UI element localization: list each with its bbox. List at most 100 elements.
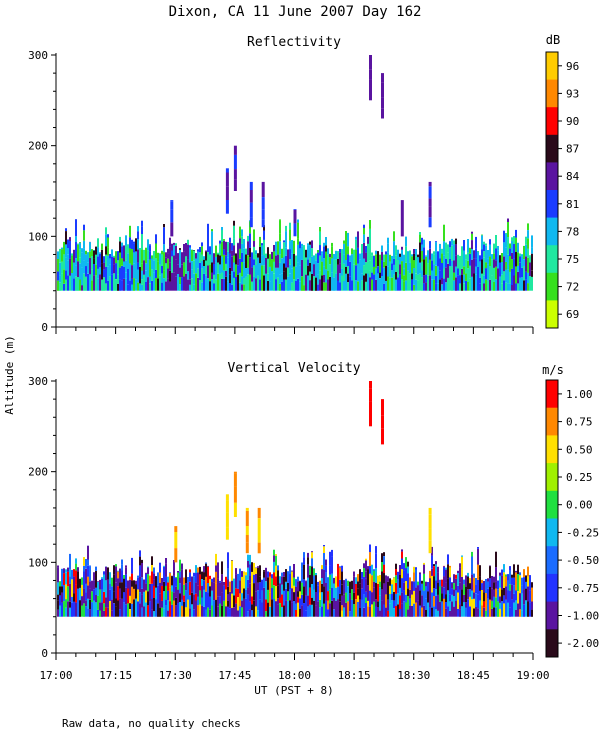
x-tick-label: 18:15 [338,669,371,682]
clutter-cell [275,241,277,256]
clutter-cell [181,605,183,617]
clutter-cell [109,572,111,584]
clutter-cell [471,276,473,291]
clutter-cell [337,264,339,281]
clutter-cell [231,593,233,608]
clutter-cell [155,234,157,244]
clutter-cell [449,284,451,291]
clutter-cell [183,601,185,617]
clutter-cell [183,251,185,263]
clutter-cell [85,600,87,607]
clutter-cell [329,565,331,575]
clutter-cell [261,245,263,256]
clutter-cell [125,604,127,617]
clutter-cell [355,239,357,250]
clutter-cell [455,590,457,601]
clutter-cell [169,246,171,263]
clutter-cell [179,583,181,594]
clutter-cell [309,604,311,617]
clutter-cell [83,588,85,604]
clutter-cell [273,599,275,617]
clutter-cell [403,563,405,571]
clutter-cell [491,588,493,601]
clutter-cell [377,607,379,617]
clutter-cell [207,252,209,266]
clutter-cell [527,586,529,602]
clutter-cell [61,592,63,603]
clutter-cell [453,260,455,273]
clutter-cell [171,585,173,592]
clutter-cell [431,260,433,271]
clutter-cell [379,575,381,582]
clutter-cell [187,271,189,280]
clutter-cell [205,562,207,564]
clutter-cell [473,577,475,593]
x-tick-label: 17:30 [159,669,192,682]
colorbar-frame [545,51,559,329]
clutter-cell [531,582,533,588]
clutter-cell [463,274,465,284]
clutter-cell [121,598,123,617]
clutter-cell [195,600,197,617]
clutter-cell [153,272,155,291]
clutter-cell [297,278,299,291]
clutter-cell [215,245,217,257]
clutter-cell [139,550,141,557]
clutter-cell [157,261,159,279]
clutter-cell [179,593,181,602]
clutter-cell [267,258,269,274]
clutter-cell [167,248,169,254]
clutter-cell [503,603,505,617]
clutter-cell [161,578,163,586]
clutter-cell [141,284,143,291]
clutter-cell [205,251,207,261]
clutter-cell [443,565,445,567]
clutter-cell [85,254,87,267]
clutter-cell [403,601,405,617]
clutter-cell [151,255,153,259]
x-tick-label: 17:15 [99,669,132,682]
clutter-cell [527,257,529,273]
clutter-cell [133,243,135,253]
clutter-cell [297,262,299,279]
clutter-cell [351,589,353,600]
clutter-cell [271,281,273,291]
clutter-cell [205,250,207,252]
echo-peak [249,181,253,190]
clutter-cell [259,236,261,247]
clutter-cell [57,567,59,583]
x-tick-label: 17:45 [218,669,251,682]
clutter-cell [137,601,139,617]
clutter-cell [231,560,233,570]
clutter-cell [63,585,65,602]
clutter-cell [105,566,107,581]
clutter-cell [177,264,179,274]
clutter-cell [225,576,227,590]
clutter-cell [275,279,277,291]
clutter-cell [147,574,149,592]
clutter-cell [449,567,451,578]
clutter-cell [109,583,111,590]
clutter-cell [275,586,277,602]
clutter-cell [281,584,283,595]
clutter-cell [417,581,419,586]
clutter-cell [223,582,225,586]
clutter-cell [229,591,231,609]
clutter-cell [93,580,95,590]
clutter-cell [81,605,83,617]
clutter-cell [163,227,165,245]
clutter-cell [447,564,449,579]
clutter-cell [471,590,473,600]
clutter-cell [285,231,287,248]
echo-peak [225,168,229,173]
clutter-cell [79,600,81,617]
clutter-cell [175,276,177,291]
clutter-cell [435,595,437,610]
clutter-cell [117,251,119,261]
clutter-cell [421,607,423,617]
clutter-cell [121,265,123,281]
clutter-cell [385,251,387,255]
clutter-cell [251,596,253,605]
clutter-cell [239,226,241,239]
